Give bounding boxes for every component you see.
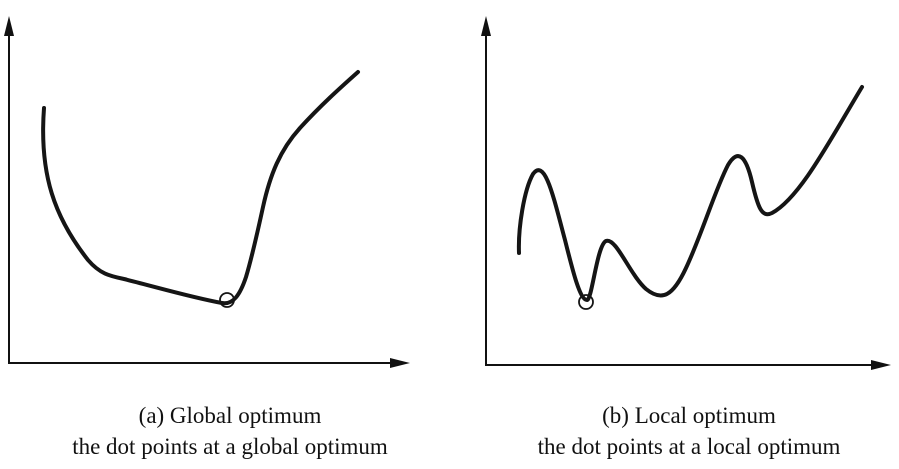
panel-global-optimum [4,16,410,368]
caption-local-optimum: (b) Local optimum the dot points at a lo… [469,400,899,462]
panel-local-optimum [481,16,891,370]
caption-global-optimum: (a) Global optimum the dot points at a g… [10,400,450,462]
panel-a-x-axis-arrowhead [390,358,410,368]
caption-b-subtitle: the dot points at a local optimum [537,434,841,459]
panel-b-local-optimum-marker [578,294,594,310]
caption-b-title: (b) Local optimum [602,403,776,428]
panel-a-y-axis-arrowhead [4,16,14,36]
panel-b-y-axis-arrowhead [481,16,491,36]
panel-a-convex-curve [41,70,360,306]
panel-b-x-axis-arrowhead [871,360,891,370]
caption-a-subtitle: the dot points at a global optimum [72,434,388,459]
panel-a-global-optimum-marker [219,292,235,308]
caption-a-title: (a) Global optimum [138,403,322,428]
panel-b-multimodal-curve [516,85,864,302]
